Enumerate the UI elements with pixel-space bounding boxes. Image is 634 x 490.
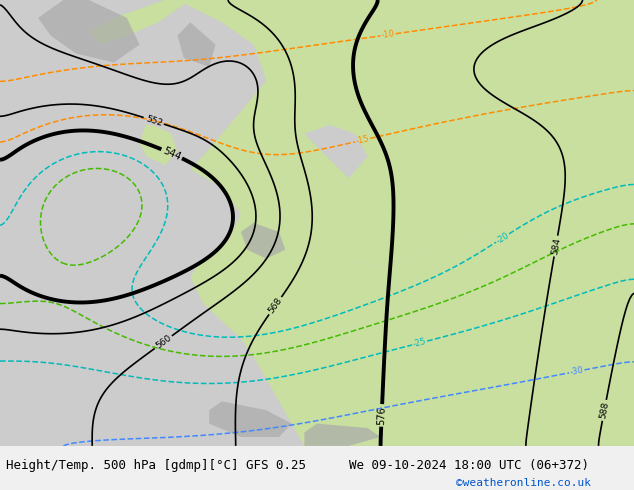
Text: 552: 552 [144,114,163,128]
Text: -20: -20 [495,230,510,245]
Text: -10: -10 [381,29,396,40]
Text: Height/Temp. 500 hPa [gdmp][°C] GFS 0.25: Height/Temp. 500 hPa [gdmp][°C] GFS 0.25 [6,459,306,472]
Text: 560: 560 [153,333,173,351]
Text: ©weatheronline.co.uk: ©weatheronline.co.uk [456,478,592,488]
Text: 568: 568 [266,296,284,316]
Text: -30: -30 [569,366,585,377]
Text: -15: -15 [355,134,370,146]
Polygon shape [178,0,634,268]
Polygon shape [190,134,634,446]
Text: 584: 584 [550,237,562,255]
Polygon shape [209,401,292,437]
Text: -25: -25 [412,337,427,349]
Text: 576: 576 [377,406,387,425]
Polygon shape [139,125,178,165]
Polygon shape [38,0,139,62]
Polygon shape [241,223,285,259]
Text: 588: 588 [598,401,611,419]
Polygon shape [304,423,380,446]
Polygon shape [89,0,190,45]
Polygon shape [178,22,216,67]
Text: 544: 544 [161,146,182,162]
Text: We 09-10-2024 18:00 UTC (06+372): We 09-10-2024 18:00 UTC (06+372) [349,459,589,472]
